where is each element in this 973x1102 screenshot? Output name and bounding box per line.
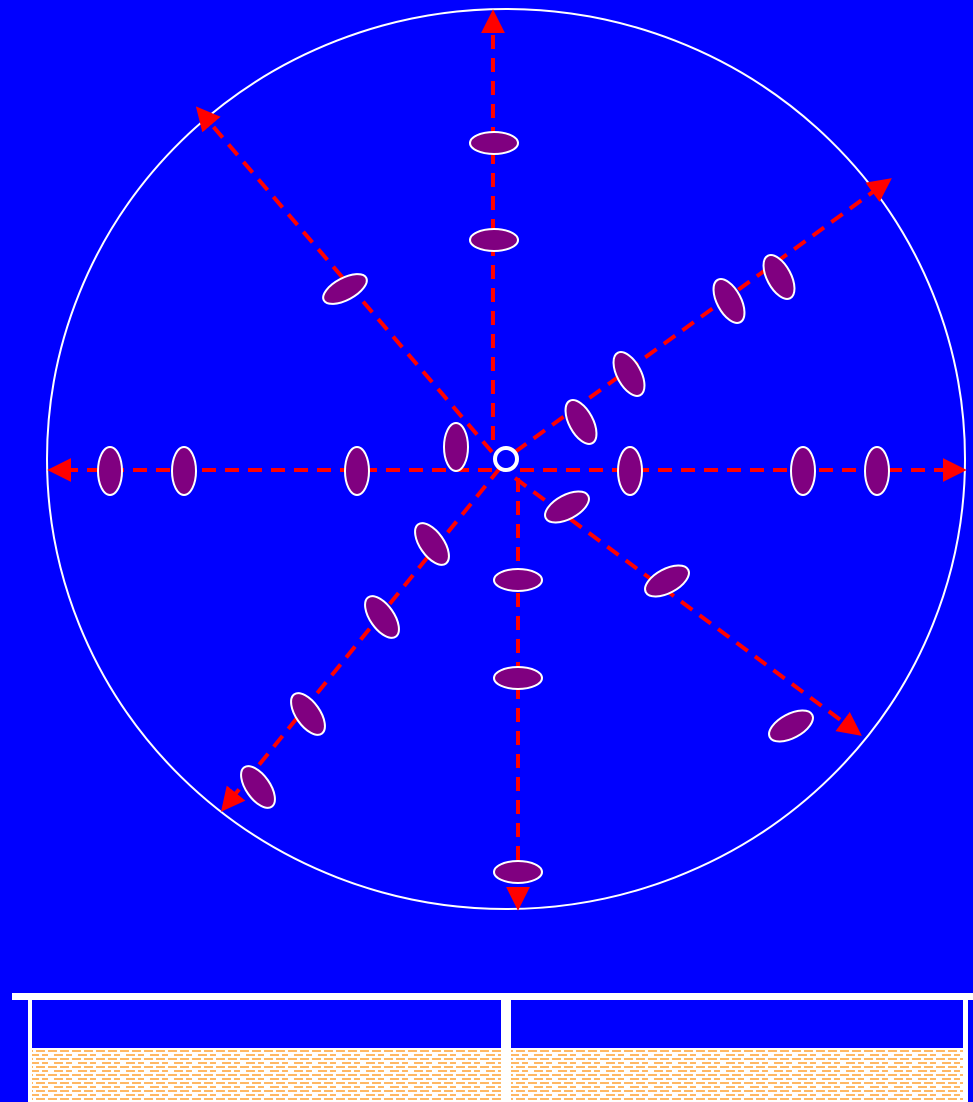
- origin-marker: [493, 446, 519, 472]
- particle: [469, 131, 519, 155]
- particle: [762, 254, 796, 300]
- particle: [768, 709, 814, 743]
- particle: [493, 666, 543, 690]
- tray: [12, 993, 973, 1102]
- particle: [544, 490, 590, 524]
- particle: [443, 422, 469, 472]
- arrow-upper-left: [195, 106, 494, 454]
- arrow-lower-left: [220, 466, 502, 812]
- particle: [612, 351, 646, 397]
- particle: [790, 446, 816, 496]
- tray-wall-right: [963, 998, 968, 1102]
- particle: [290, 692, 326, 736]
- particle: [364, 595, 400, 639]
- particle: [469, 228, 519, 252]
- particle: [414, 522, 450, 566]
- particle: [564, 399, 598, 445]
- particle: [97, 446, 123, 496]
- particle: [864, 446, 890, 496]
- particle: [240, 765, 276, 809]
- particle: [322, 273, 368, 305]
- tray-divider: [501, 998, 511, 1102]
- liquid-right: [511, 1048, 963, 1102]
- particle: [171, 446, 197, 496]
- particle: [712, 278, 746, 324]
- particle: [493, 860, 543, 884]
- arrow-lower-right: [513, 476, 862, 736]
- particle: [617, 446, 643, 496]
- particles: [97, 131, 890, 884]
- particle: [344, 446, 370, 496]
- particle: [644, 564, 690, 598]
- tray-wall-left: [28, 998, 32, 1102]
- tray-rim: [12, 993, 973, 1000]
- liquid-left: [32, 1048, 501, 1102]
- particle: [493, 568, 543, 592]
